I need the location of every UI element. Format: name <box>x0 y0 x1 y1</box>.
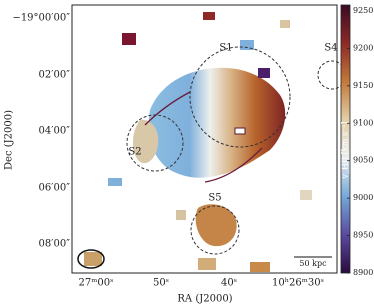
colorbar-tick-label: 9050 <box>353 156 373 165</box>
y-axis-label: Dec (J2000) <box>4 110 15 170</box>
colorbar-tick-label: 9250 <box>353 6 373 15</box>
colorbar <box>340 4 351 274</box>
colorbar-label: v_HII [km s⁻¹] <box>341 121 350 179</box>
region-label: S1 <box>219 43 232 54</box>
region-label: S2 <box>128 147 141 158</box>
region-label: S5 <box>208 193 221 204</box>
scale-bar-label: 50 kpc <box>299 259 327 268</box>
y-tick-label: 08′00″ <box>39 239 71 250</box>
colorbar-tick-label: 9100 <box>353 118 373 127</box>
x-tick-label: 40ˢ <box>221 278 237 289</box>
x-axis-label: RA (J2000) <box>177 294 232 305</box>
x-tick-label: 27ᵐ00ˢ <box>79 278 114 289</box>
y-tick-label: 02′00″ <box>39 70 71 81</box>
region-label: S4 <box>324 43 337 54</box>
colorbar-tick-label: 9200 <box>353 43 373 52</box>
x-tick-label: 50ˢ <box>153 278 169 289</box>
colorbar-tick-label: 8950 <box>353 231 373 240</box>
y-tick-label: 04′00″ <box>39 126 71 137</box>
colorbar-tick-label: 9150 <box>353 81 373 90</box>
x-tick-label: 10ʰ26ᵐ30ˢ <box>272 278 324 289</box>
y-tick-label: −19°00′00″ <box>12 13 70 24</box>
colorbar-tick-label: 9000 <box>353 193 373 202</box>
colorbar-tick-label: 8900 <box>353 268 373 277</box>
map-image <box>77 12 312 272</box>
y-tick-label: 06′00″ <box>39 183 71 194</box>
